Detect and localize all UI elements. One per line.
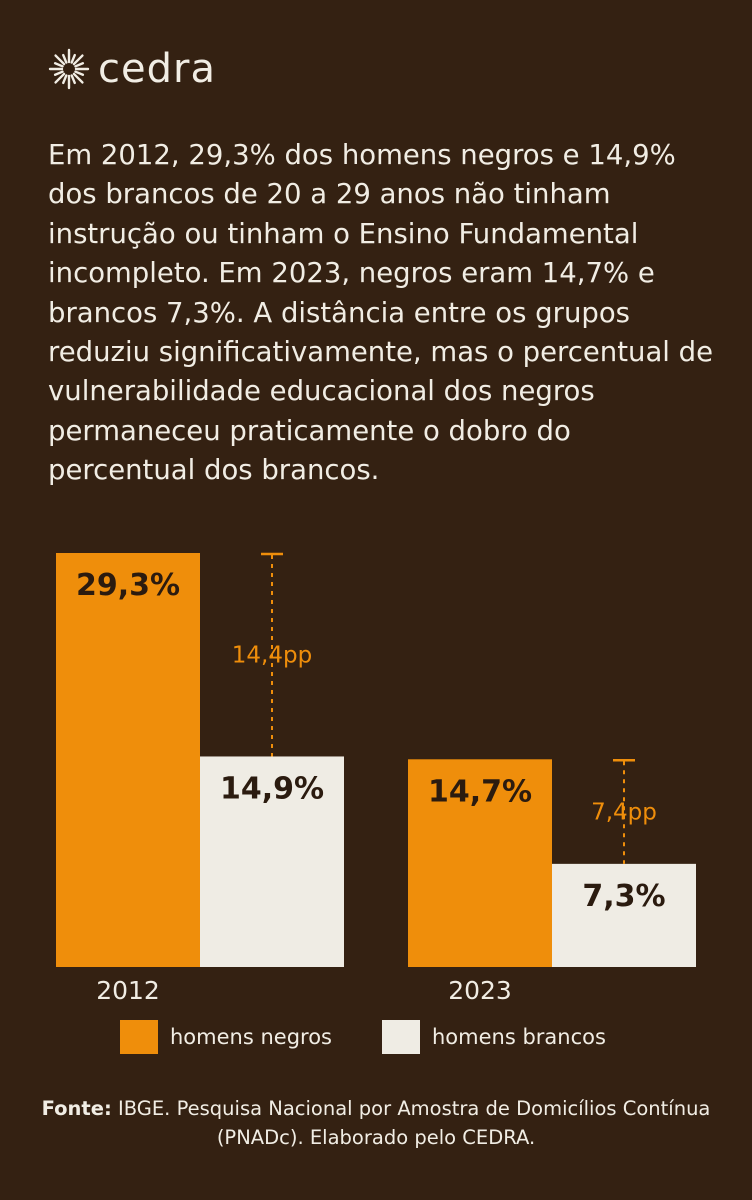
logo-ray: [53, 70, 64, 76]
logo-ray: [72, 54, 84, 66]
legend-swatch-orange: [120, 1020, 158, 1054]
legend-item-homens-brancos: homens brancos: [382, 1020, 606, 1054]
bar-2012-brancos: [200, 756, 344, 967]
source-label: Fonte:: [41, 1097, 112, 1120]
bar-2012-negros: [56, 553, 200, 967]
bar-chart: 29,3% 14,9% 14,4pp 2012 14,7% 7,3% 7,4pp 2023: [56, 552, 696, 1005]
bar-2023-brancos: [552, 863, 696, 967]
logo-ray: [53, 62, 64, 68]
gap-label-2012: 14,4pp: [232, 643, 312, 669]
legend-label-homens-negros: homens negros: [170, 1025, 332, 1049]
data-label-2012-negros: 29,3%: [76, 568, 180, 603]
data-label-2023-negros: 14,7%: [428, 774, 532, 809]
logo-ray: [72, 72, 84, 84]
logo-ray: [70, 53, 76, 64]
brand-name: cedra: [98, 46, 216, 92]
legend-swatch-cream: [382, 1020, 420, 1054]
source-text: IBGE. Pesquisa Nacional por Amostra de D…: [111, 1097, 711, 1149]
chart-legend: homens negros homens brancos: [0, 1020, 752, 1056]
intro-text: Em 2012, 29,3% dos homens negros e 14,9%…: [48, 139, 714, 487]
logo-ray: [54, 54, 66, 66]
logo-ray: [62, 53, 68, 64]
x-tick-label-2012: 2012: [96, 976, 160, 1005]
legend-label-homens-brancos: homens brancos: [432, 1025, 606, 1049]
bar-2023-negros: [408, 759, 552, 967]
brand-logo: cedra: [48, 44, 216, 94]
legend-item-homens-negros: homens negros: [120, 1020, 332, 1054]
logo-ray: [74, 70, 85, 76]
source-note: Fonte: IBGE. Pesquisa Nacional por Amost…: [0, 1094, 752, 1152]
data-label-2012-brancos: 14,9%: [220, 771, 324, 806]
logo-ray: [70, 74, 76, 85]
data-label-2023-brancos: 7,3%: [582, 879, 665, 914]
sunburst-logo-icon: [48, 48, 90, 90]
logo-ray: [54, 72, 66, 84]
logo-ray: [62, 74, 68, 85]
x-tick-label-2023: 2023: [448, 976, 512, 1005]
gap-label-2023: 7,4pp: [591, 800, 657, 826]
logo-ray: [74, 62, 85, 68]
